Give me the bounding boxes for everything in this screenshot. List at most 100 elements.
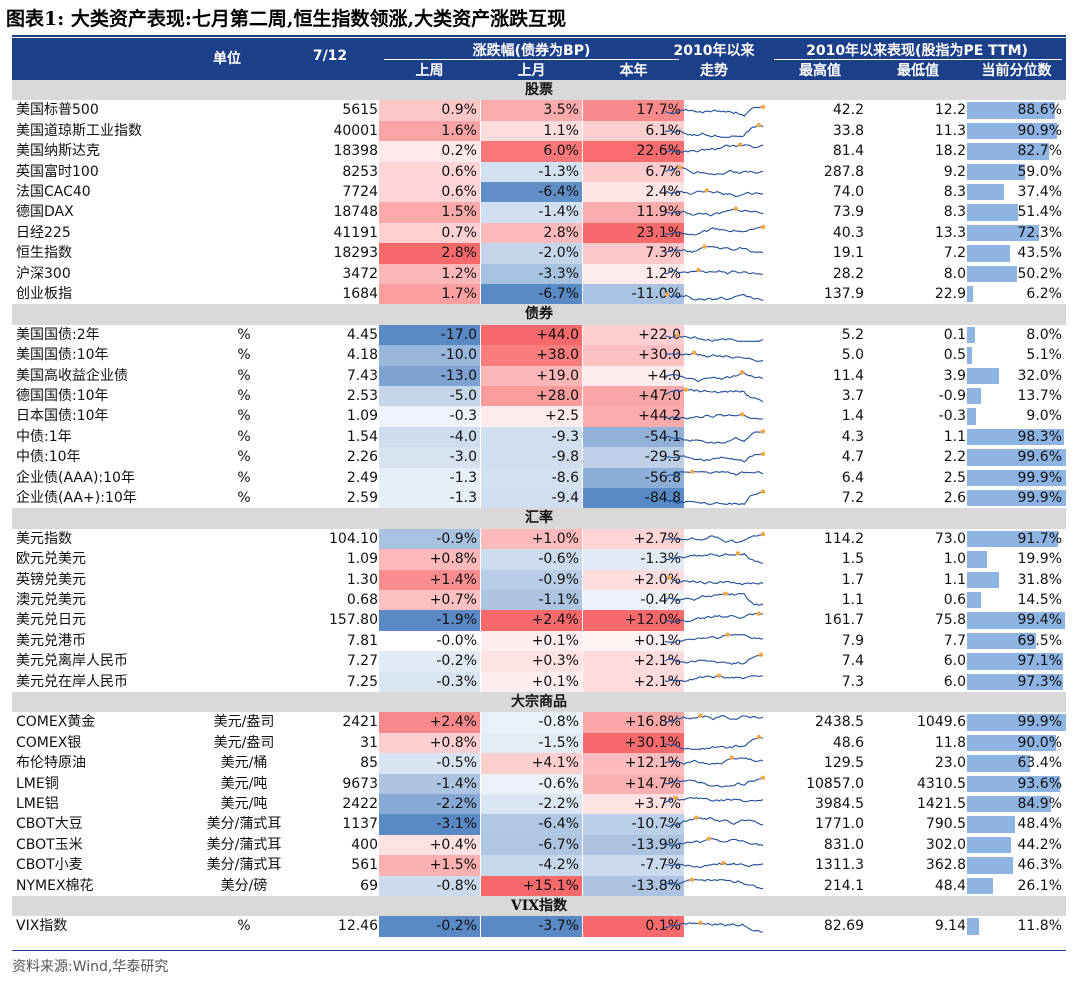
high-value: 11.4 <box>832 367 864 384</box>
asset-name: CBOT小麦 <box>16 857 83 874</box>
asset-name: 英国富时100 <box>16 163 99 180</box>
asset-name: 德国国债:10年 <box>16 388 109 404</box>
percentile-cell: 93.6% <box>967 774 1066 794</box>
header-month: 上月 <box>517 63 546 79</box>
sparkline-path <box>664 208 764 217</box>
change-month: -3.7% <box>481 916 582 937</box>
percentile-value: 19.9% <box>1017 551 1062 568</box>
low-value: 2.5 <box>943 469 966 486</box>
sparkline-peak-dot <box>689 877 695 882</box>
asset-value: 9673 <box>342 775 378 792</box>
percentile-bar <box>967 265 1017 282</box>
sparkline-peak-dot <box>760 775 766 780</box>
asset-name: 法国CAC40 <box>16 184 91 200</box>
percentile-bar <box>967 367 999 384</box>
percentile-value: 9.0% <box>1026 408 1062 425</box>
percentile-bar <box>967 449 1066 466</box>
percentile-value: 93.6% <box>1017 775 1062 792</box>
header-change-rule <box>384 59 679 60</box>
percentile-cell: 44.2% <box>967 835 1066 855</box>
sparkline-peak-dot <box>760 224 766 230</box>
low-value: 2.6 <box>943 490 966 506</box>
low-value: 0.5 <box>943 347 966 364</box>
low-value: 362.8 <box>925 857 966 874</box>
change-month: +4.1% <box>481 753 582 774</box>
asset-value: 7.25 <box>346 673 378 690</box>
high-value: 114.2 <box>823 530 864 547</box>
change-month: +2.4% <box>481 610 582 631</box>
change-month: -0.6% <box>481 773 582 794</box>
asset-name: VIX指数 <box>16 918 68 935</box>
trend-cell <box>662 243 766 263</box>
asset-value: 7.27 <box>346 653 378 670</box>
table-row: 沪深300 3472 1.2% -3.3% 1.2% 28.2 8.0 50.2% <box>12 263 1066 284</box>
percentile-cell: 90.0% <box>967 733 1066 753</box>
change-week: -2.2% <box>379 794 480 815</box>
asset-unit: 美分/蒲式耳 <box>206 836 282 853</box>
change-year: 23.1% <box>583 222 684 244</box>
asset-value: 1.30 <box>346 571 378 588</box>
percentile-cell: 9.0% <box>967 406 1066 426</box>
low-value: 1421.5 <box>917 796 966 812</box>
change-week: -3.1% <box>379 814 480 835</box>
trend-sparkline <box>664 836 764 847</box>
sparkline-peak-dot <box>689 469 695 474</box>
trend-cell <box>662 570 766 590</box>
table-row: 企业债(AAA):10年% 2.49 -1.3 -8.6 -56.8 6.4 2.5 99.9… <box>12 467 1066 488</box>
header-perf-rule <box>774 59 1062 60</box>
percentile-cell: 88.6% <box>967 100 1066 120</box>
high-value: 214.1 <box>823 877 864 894</box>
asset-value: 561 <box>351 857 378 874</box>
high-value: 7.9 <box>841 632 864 649</box>
header-trend-sub: 走势 <box>700 63 728 79</box>
change-month: -1.3% <box>481 161 582 182</box>
low-value: 13.3 <box>934 224 966 241</box>
change-month: +0.3% <box>481 651 582 672</box>
asset-name: 美国纳斯达克 <box>16 143 100 160</box>
percentile-value: 99.4% <box>1017 612 1062 629</box>
sparkline-peak-dot <box>733 206 739 212</box>
bottom-rule <box>12 950 1066 951</box>
percentile-value: 11.8% <box>1017 918 1062 935</box>
asset-unit: 美元/盎司 <box>213 734 275 751</box>
percentile-cell: 48.4% <box>967 814 1066 834</box>
sparkline-path <box>664 736 764 750</box>
change-month: -4.2% <box>481 855 582 876</box>
percentile-cell: 99.4% <box>967 610 1066 630</box>
trend-sparkline <box>664 188 764 198</box>
percentile-cell: 8.0% <box>967 325 1066 345</box>
percentile-bar <box>967 571 999 588</box>
asset-name: 美元兑港币 <box>16 632 86 649</box>
change-year: -56.8 <box>583 467 684 488</box>
trend-sparkline <box>664 775 766 788</box>
sparkline-path <box>664 144 764 154</box>
percentile-cell: 5.1% <box>967 345 1066 365</box>
percentile-cell: 91.7% <box>967 529 1066 549</box>
change-year: 6.7% <box>583 161 684 182</box>
sparkline-peak-dot <box>664 292 670 297</box>
table-row: 日经225 41191 0.7% 2.8% 23.1% 40.3 13.3 72.3% <box>12 222 1066 244</box>
asset-name: 日本国债:10年 <box>16 408 109 425</box>
sparkline-peak-dot <box>756 611 761 617</box>
percentile-bar <box>967 408 976 425</box>
asset-unit: 美元/盎司 <box>213 714 275 731</box>
table-row: 美国高收益企业债% 7.43 -13.0 +19.0 +4.0 11.4 3.9 32.0% <box>12 365 1066 386</box>
sparkline-peak-dot <box>760 105 766 110</box>
asset-unit: % <box>237 388 251 404</box>
trend-cell <box>662 223 766 243</box>
table-row: CBOT玉米 美分/蒲式耳 400 +0.4% -6.7% -13.9% 831.0 302.… <box>12 834 1066 856</box>
trend-sparkline <box>664 429 766 444</box>
asset-name: CBOT大豆 <box>16 816 83 833</box>
change-year: +2.1% <box>583 651 684 672</box>
asset-name: 沪深300 <box>16 265 71 282</box>
change-week: 1.5% <box>379 202 480 223</box>
percentile-cell: 99.9% <box>967 488 1066 508</box>
trend-sparkline <box>664 332 764 342</box>
asset-unit <box>194 631 294 651</box>
low-value: 12.2 <box>934 102 966 119</box>
asset-name: 德国DAX <box>16 204 74 221</box>
change-year: +12.1% <box>583 753 684 774</box>
sparkline-path <box>664 757 764 766</box>
trend-cell <box>662 202 766 222</box>
change-month: -2.0% <box>481 243 582 264</box>
